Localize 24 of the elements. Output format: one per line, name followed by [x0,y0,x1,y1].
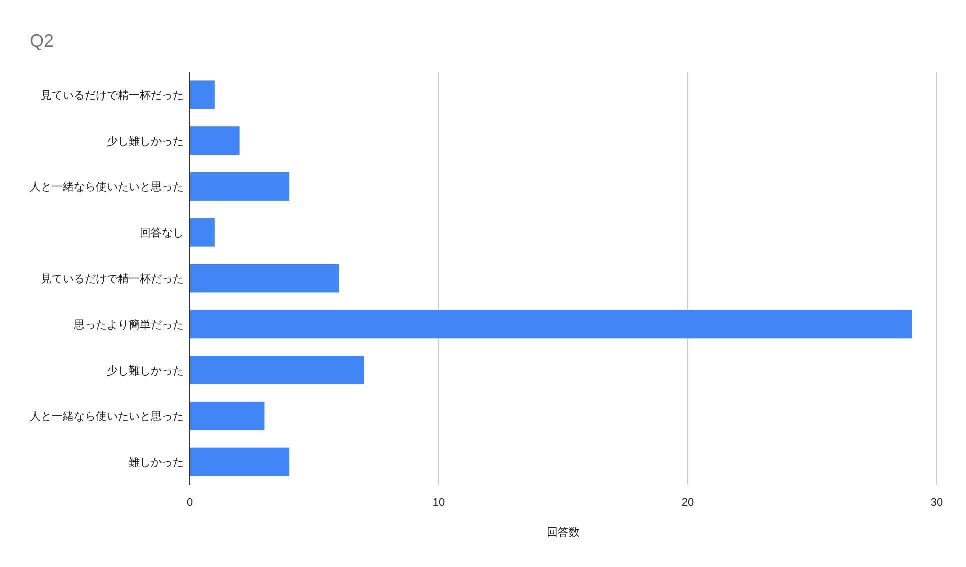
y-tick-label: 人と一緒なら使いたいと思った [30,411,184,424]
text: Q2 [30,31,54,51]
y-tick-label: 人と一緒なら使いたいと思った [30,182,184,194]
bar [190,126,240,156]
y-tick-label: 少し難しかった [107,134,184,148]
x-tick-label: 20 [682,497,694,509]
bar [190,310,912,339]
bar [190,80,215,110]
bar [190,356,364,385]
y-tick-label: 見ているだけで精一杯だった [41,90,184,102]
bar [190,172,290,201]
y-tick-label: 思ったより簡単だった [73,319,184,332]
y-tick-label: 難しかった [129,456,184,470]
y-tick-label: 回答なし [140,228,184,240]
bar [190,448,290,476]
bar [190,218,215,247]
bar [190,402,265,430]
x-tick-label: 30 [930,497,944,509]
bar [190,264,340,293]
y-tick-label: 見ているだけで精一杯だった [41,274,184,286]
x-axis-title: 回答数 [547,527,580,539]
x-tick-label: 10 [432,497,446,509]
y-tick-label: 少し難しかった [107,364,184,378]
x-tick-label: 0 [186,497,194,509]
